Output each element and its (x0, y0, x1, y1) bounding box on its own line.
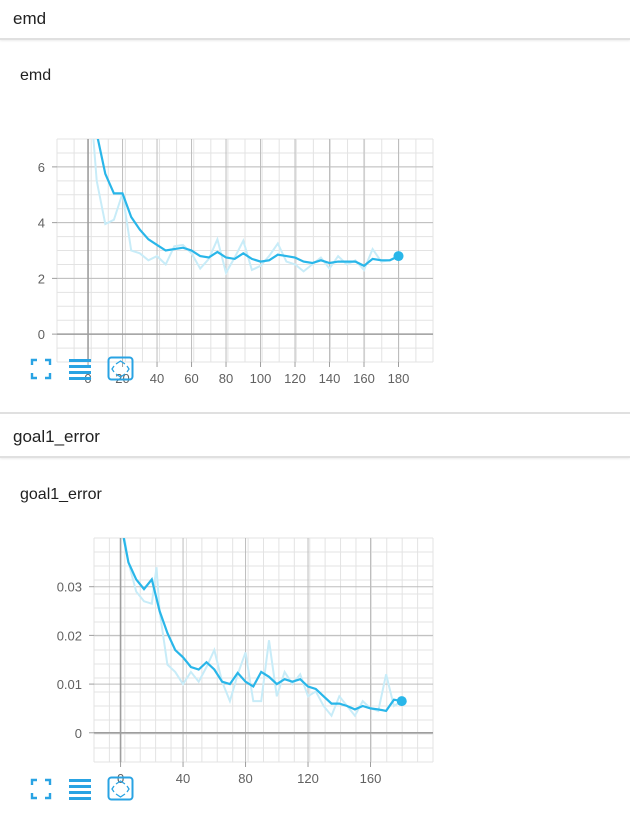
x-tick-label: 120 (284, 371, 306, 386)
y-tick-label: 6 (38, 160, 45, 175)
smoothed-series-line (122, 538, 402, 713)
raw-series-line (92, 139, 399, 276)
x-tick-label: 120 (297, 771, 319, 786)
x-tick-label: 160 (360, 771, 382, 786)
x-tick-label: 60 (184, 371, 198, 386)
fit-domain-icon[interactable] (107, 776, 134, 802)
smoothed-series-line (96, 139, 399, 268)
section-goal1-error: goal1_error goal1_error 0 40 80 120 160 0 0.01… (0, 418, 630, 824)
data-table-icon[interactable] (68, 776, 94, 802)
y-tick-label: 0.02 (57, 628, 82, 643)
chart-title: goal1_error (20, 486, 102, 503)
expand-icon[interactable] (28, 356, 54, 382)
y-tick-label: 4 (38, 216, 45, 231)
x-tick-label: 80 (219, 371, 233, 386)
y-tick-label: 0 (38, 327, 45, 342)
last-point-marker (393, 251, 404, 262)
x-tick-label: 40 (150, 371, 164, 386)
x-tick-label: 140 (319, 371, 341, 386)
section-header-goal1-error[interactable]: goal1_error (0, 418, 630, 458)
chart-card-goal1-error: goal1_error 0 40 80 120 160 0 0.01 0.02 0.03 (0, 458, 630, 824)
y-tick-label: 0.03 (57, 580, 82, 595)
x-tick-label: 100 (250, 371, 272, 386)
x-tick-label: 180 (388, 371, 410, 386)
x-tick-label: 40 (176, 771, 190, 786)
x-tick-label: 160 (353, 371, 375, 386)
chart-title: emd (20, 67, 52, 84)
last-point-marker (396, 696, 407, 707)
fit-domain-icon[interactable] (107, 356, 134, 382)
section-emd: emd emd 0204060801001201401601800246 (0, 0, 630, 410)
chart-card-emd: emd 0204060801001201401601800246 (0, 40, 630, 410)
y-tick-label: 2 (38, 271, 45, 286)
y-tick-label: 0.01 (57, 677, 82, 692)
expand-icon[interactable] (28, 776, 54, 802)
raw-series-line (123, 538, 403, 718)
section-header-emd[interactable]: emd (0, 0, 630, 40)
x-tick-label: 80 (238, 771, 252, 786)
emd-chart[interactable]: 0204060801001201401601800246 (0, 90, 630, 410)
data-table-icon[interactable] (68, 356, 94, 382)
y-tick-label: 0 (75, 726, 82, 741)
section-divider (0, 412, 630, 414)
